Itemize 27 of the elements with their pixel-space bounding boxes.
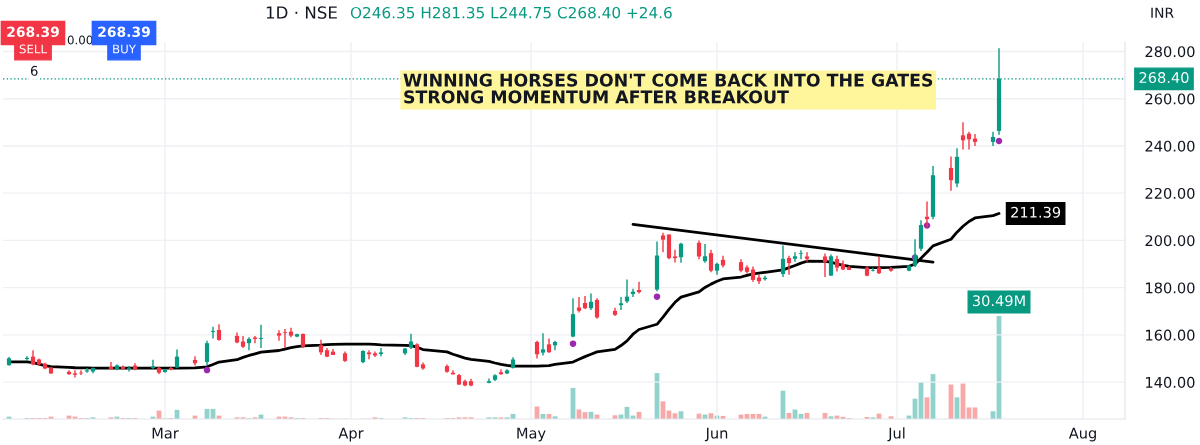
text: 268.39 [7,26,59,38]
x-tick-label: May [517,427,546,442]
y-tick-label: 240.00 [1145,140,1195,152]
annotation: SELL [19,44,47,54]
annotation: 30.49M [972,295,1025,307]
y-tick-label: 140.00 [1146,376,1195,388]
annotation: 0.00 [67,35,93,45]
x-tick-label: Apr [338,427,364,442]
x-tick-label: Aug [1068,427,1096,442]
annotation: BUY [113,44,136,54]
y-tick-label: 280.00 [1145,46,1195,58]
x-tick-label: Jul [887,427,905,442]
annotation: 6 [30,65,38,76]
y-tick-label: 200.00 [1145,235,1195,247]
y-tick-label: 220.00 [1145,187,1195,199]
text: 1D · NSE [266,6,337,19]
y-tick-label: 260.00 [1145,93,1195,105]
text: INR [1151,7,1174,18]
text: 268.39 [98,26,150,38]
x-tick-label: Jun [704,427,728,442]
x-tick-label: Mar [152,427,179,439]
data-label: 211.39 [1011,206,1061,218]
annotation: WINNING HORSES DON'T COME BACK INTO THE GATES STRONG MOMENTUM AFTER BREAKOUT [403,73,933,104]
y-tick-label: 180.00 [1146,282,1195,294]
y-tick-label: 160.00 [1146,329,1195,341]
ref-line-label: 268.40 [1139,72,1189,84]
text: O246.35 H281.35 L244.75 C268.40 +24.6 [350,6,672,19]
